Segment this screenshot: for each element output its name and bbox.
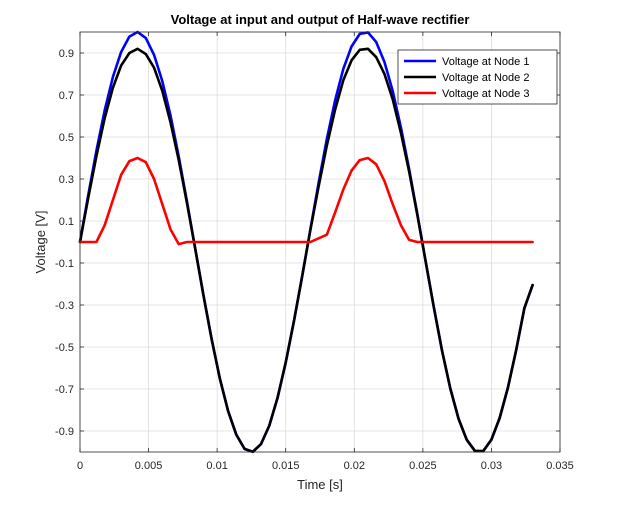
plot-frame [79, 31, 561, 453]
x-tick-label: 0.005 [135, 460, 163, 472]
y-tick-label: -0.1 [55, 258, 74, 270]
y-tick-label: 0.9 [59, 48, 74, 60]
y-axis-label: Voltage [V] [33, 211, 48, 274]
series-line-node-2 [78, 47, 534, 454]
legend-label: Voltage at Node 1 [442, 56, 529, 68]
axis-ticks: 0 0.005 0.01 0.015 0.02 0.025 0.03 0.035 -0.9 -0.… [55, 32, 574, 472]
legend: Voltage at Node 1 Voltage at Node 2 Voltag… [397, 49, 558, 105]
x-tick-label: 0.02 [344, 460, 365, 472]
legend-label: Voltage at Node 3 [442, 88, 529, 100]
y-tick-label: 0.5 [59, 132, 74, 144]
x-tick-label: 0.03 [481, 460, 502, 472]
y-tick-label: 0.3 [59, 174, 74, 186]
x-tick-label: 0.025 [409, 460, 437, 472]
legend-label: Voltage at Node 2 [442, 72, 529, 84]
y-tick-label: -0.5 [55, 342, 74, 354]
series-layer [78, 30, 534, 454]
y-tick-label: -0.3 [55, 300, 74, 312]
y-tick-label: 0.1 [59, 216, 74, 228]
y-tick-label: 0.7 [59, 90, 74, 102]
x-tick-label: 0 [77, 460, 83, 472]
y-tick-label: -0.9 [55, 426, 74, 438]
y-tick-label: -0.7 [55, 384, 74, 396]
x-axis-label: Time [s] [297, 477, 343, 492]
x-tick-label: 0.035 [546, 460, 574, 472]
chart-title: Voltage at input and output of Half-wave… [171, 12, 470, 27]
series-line-node-3 [78, 156, 534, 246]
x-tick-label: 0.015 [272, 460, 300, 472]
x-tick-label: 0.01 [206, 460, 227, 472]
